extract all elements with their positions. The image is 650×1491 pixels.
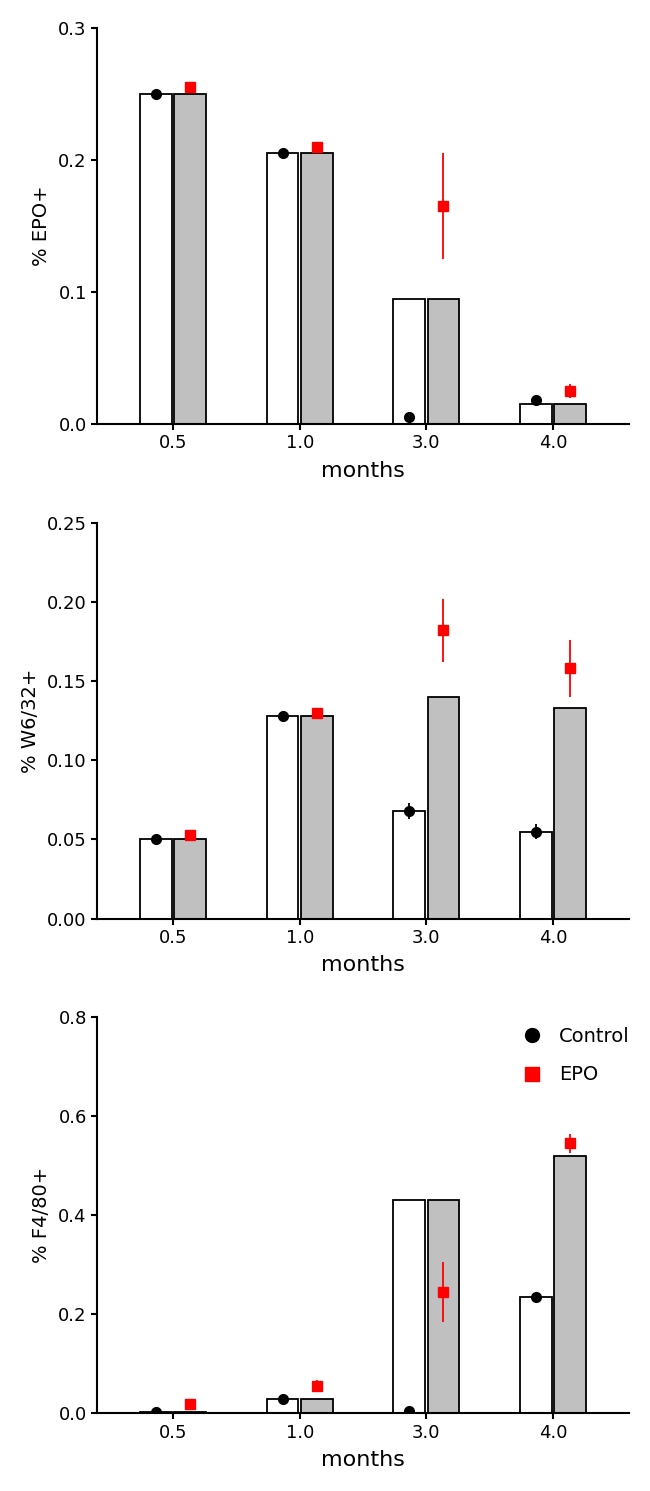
Bar bbox=[554, 404, 586, 423]
Y-axis label: % F4/80+: % F4/80+ bbox=[32, 1167, 51, 1263]
Bar bbox=[140, 839, 172, 918]
Bar bbox=[520, 1297, 552, 1413]
Bar bbox=[428, 696, 459, 918]
Y-axis label: % W6/32+: % W6/32+ bbox=[21, 668, 40, 772]
Bar bbox=[428, 1200, 459, 1413]
Bar bbox=[266, 716, 298, 918]
Bar bbox=[266, 1399, 298, 1413]
Bar bbox=[301, 154, 333, 423]
Bar bbox=[554, 1156, 586, 1413]
Bar bbox=[393, 1200, 425, 1413]
Bar bbox=[140, 94, 172, 423]
X-axis label: months: months bbox=[321, 956, 405, 975]
Legend: Control, EPO: Control, EPO bbox=[512, 1027, 630, 1084]
Bar bbox=[266, 154, 298, 423]
X-axis label: months: months bbox=[321, 461, 405, 480]
Bar bbox=[554, 708, 586, 918]
Bar bbox=[174, 94, 206, 423]
Bar bbox=[301, 716, 333, 918]
Bar bbox=[520, 832, 552, 918]
Y-axis label: % EPO+: % EPO+ bbox=[32, 185, 51, 267]
Bar bbox=[520, 404, 552, 423]
Bar bbox=[174, 839, 206, 918]
Bar bbox=[428, 298, 459, 423]
Bar bbox=[301, 1399, 333, 1413]
X-axis label: months: months bbox=[321, 1451, 405, 1470]
Bar bbox=[393, 811, 425, 918]
Bar bbox=[393, 298, 425, 423]
